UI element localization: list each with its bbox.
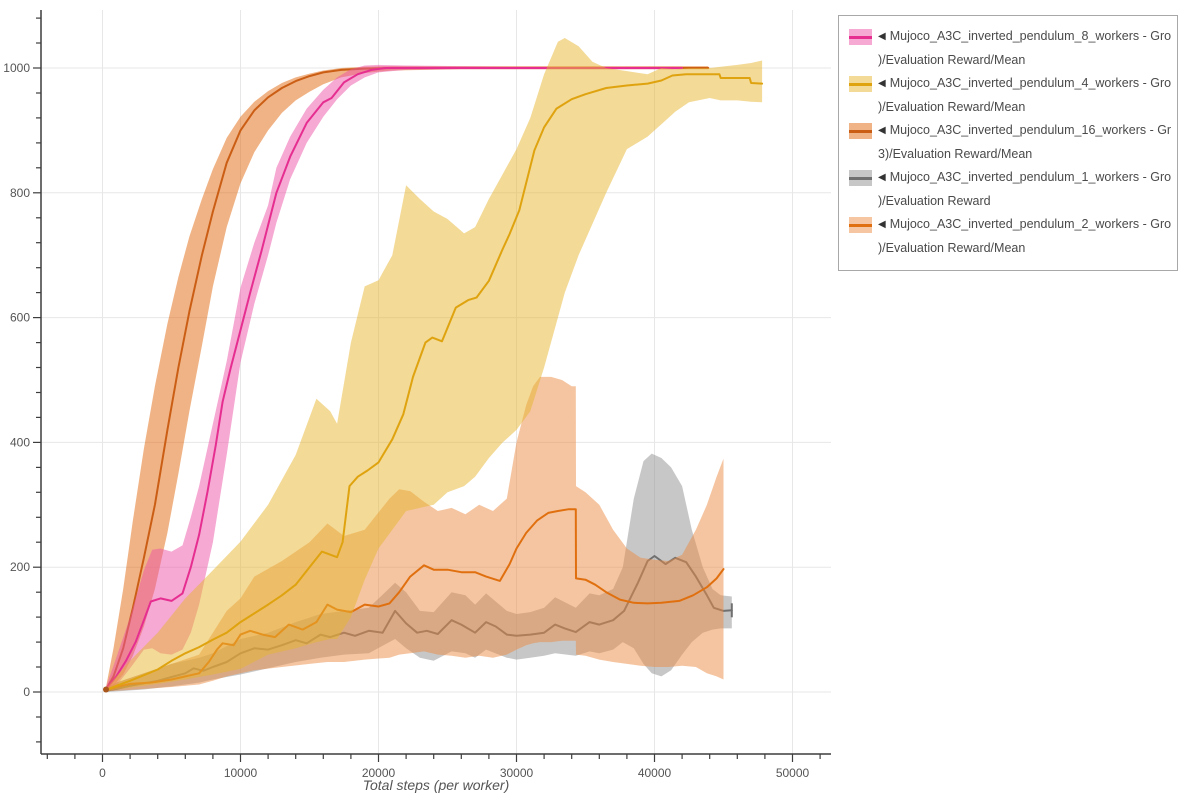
legend-swatch-w16 [849, 123, 872, 139]
legend-swatch-w4 [849, 76, 872, 92]
y-tick-label: 800 [10, 186, 30, 200]
collapse-triangle-icon: ◀ [878, 172, 886, 183]
legend-entry-w16[interactable]: ◀ Mujoco_A3C_inverted_pendulum_16_workers… [849, 119, 1171, 166]
x-axis-title: Total steps (per worker) [363, 777, 510, 793]
legend-swatch-w1 [849, 170, 872, 186]
x-tick-label: 0 [99, 766, 106, 780]
collapse-triangle-icon: ◀ [878, 125, 886, 136]
axes [33, 10, 831, 762]
legend-label-w4: ◀ Mujoco_A3C_inverted_pendulum_4_workers … [878, 76, 1171, 114]
legend-line-icon [849, 176, 872, 180]
series-w4-line [105, 73, 764, 692]
legend-label-w2: ◀ Mujoco_A3C_inverted_pendulum_2_workers … [878, 217, 1171, 255]
legend-line-icon [849, 223, 872, 227]
legend-line-icon [849, 35, 872, 39]
legend-entry-w1[interactable]: ◀ Mujoco_A3C_inverted_pendulum_1_workers … [849, 166, 1171, 213]
legend-line-icon [849, 82, 872, 86]
legend-label-w1: ◀ Mujoco_A3C_inverted_pendulum_1_workers … [878, 170, 1171, 208]
legend-entry-w8[interactable]: ◀ Mujoco_A3C_inverted_pendulum_8_workers … [849, 25, 1171, 72]
x-tick-label: 10000 [224, 766, 258, 780]
legend-label-w8: ◀ Mujoco_A3C_inverted_pendulum_8_workers … [878, 29, 1171, 67]
collapse-triangle-icon: ◀ [878, 78, 886, 89]
legend-line-icon [849, 129, 872, 133]
collapse-triangle-icon: ◀ [878, 31, 886, 42]
collapse-triangle-icon: ◀ [878, 219, 886, 230]
x-tick-label: 50000 [776, 766, 810, 780]
tick-labels: 0 10000 20000 30000 40000 50000 0 200 400 600 800 1… [3, 61, 809, 780]
legend-entry-w2[interactable]: ◀ Mujoco_A3C_inverted_pendulum_2_workers … [849, 213, 1171, 260]
y-tick-label: 600 [10, 311, 30, 325]
y-tick-label: 200 [10, 560, 30, 574]
x-tick-label: 30000 [500, 766, 534, 780]
y-tick-label: 400 [10, 435, 30, 449]
series-w4-band [106, 38, 763, 692]
y-tick-label: 1000 [3, 61, 30, 75]
series-layer [103, 38, 764, 693]
legend-entry-w4[interactable]: ◀ Mujoco_A3C_inverted_pendulum_4_workers … [849, 72, 1171, 119]
legend: ◀ Mujoco_A3C_inverted_pendulum_8_workers … [838, 15, 1178, 271]
x-tick-label: 40000 [638, 766, 672, 780]
legend-swatch-w2 [849, 217, 872, 233]
x-tick-label: 20000 [362, 766, 396, 780]
y-tick-label: 0 [23, 685, 30, 699]
origin-point-marker [103, 686, 109, 693]
series-w8-line [105, 67, 684, 691]
legend-label-w16: ◀ Mujoco_A3C_inverted_pendulum_16_workers… [878, 123, 1171, 161]
legend-swatch-w8 [849, 29, 872, 45]
